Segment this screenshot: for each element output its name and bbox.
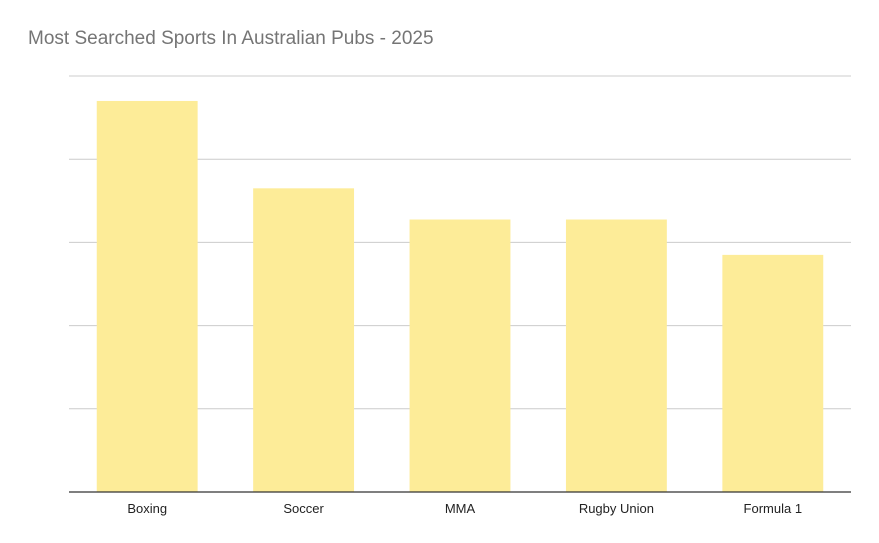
bar-soccer <box>253 188 355 492</box>
bar-mma <box>409 219 511 492</box>
x-tick-label: Formula 1 <box>744 501 803 516</box>
x-tick-label: Boxing <box>127 501 167 516</box>
x-tick-label: MMA <box>445 501 476 516</box>
x-tick-label: Soccer <box>283 501 324 516</box>
bars <box>96 100 824 493</box>
bar-boxing <box>96 100 198 493</box>
bar-rugby-union <box>565 219 667 492</box>
chart-title: Most Searched Sports In Australian Pubs … <box>28 28 434 49</box>
x-tick-labels: Boxing Soccer MMA Rugby Union Formula 1 <box>127 501 802 516</box>
x-tick-label: Rugby Union <box>579 501 654 516</box>
bar-formula-1 <box>722 254 824 492</box>
